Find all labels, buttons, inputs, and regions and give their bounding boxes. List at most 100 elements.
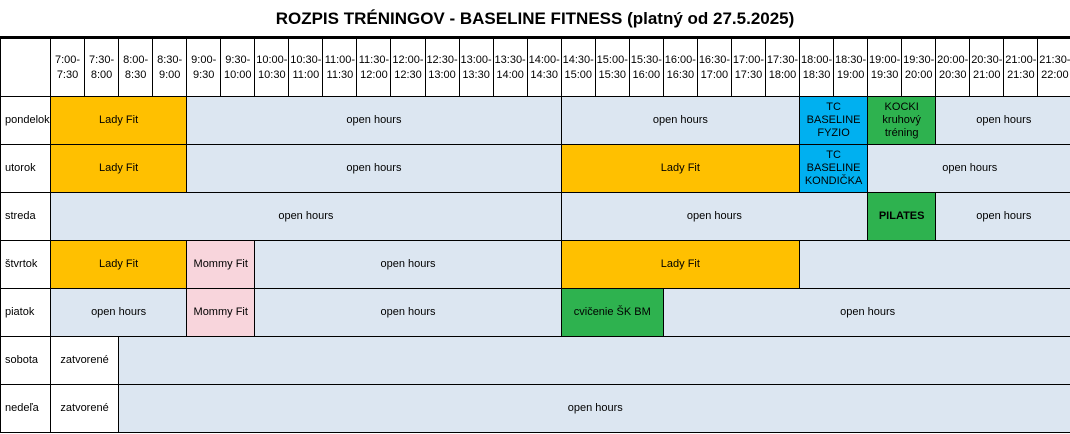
schedule-block: TC BASELINE FYZIO — [799, 96, 869, 145]
time-header-row: 7:00- 7:30 7:30- 8:00 8:00- 8:30 8:30- 9:00 9:00… — [0, 38, 1070, 97]
time-slot-header: 17:30- 18:00 — [764, 38, 801, 97]
time-slot-part: 19:30 — [870, 68, 899, 81]
schedule-block: open hours — [560, 192, 869, 241]
time-slot-part: 16:00 — [632, 68, 661, 81]
time-slot-part: 21:30 — [1007, 68, 1035, 81]
schedule-block: Lady Fit — [560, 240, 801, 289]
day-row: pondelok Lady Fit open hours open hours TC B… — [0, 96, 1070, 145]
time-slot-part: 7:30- — [89, 53, 115, 66]
day-row: streda open hours open hours PILATES open ho… — [0, 192, 1070, 241]
schedule-block: open hours — [254, 240, 562, 289]
time-slot-part: 12:30- — [426, 53, 458, 66]
schedule-block: open hours — [935, 192, 1070, 241]
time-slot-header: 15:30- 16:00 — [628, 38, 664, 97]
day-row: piatok open hours Mommy Fit open hours cviče… — [0, 288, 1070, 337]
schedule-block: open hours — [662, 288, 1070, 337]
time-slot-header: 14:00- 14:30 — [526, 38, 562, 97]
time-slot-header: 20:30- 21:00 — [969, 38, 1005, 97]
time-slot-part: 12:00- — [392, 53, 424, 66]
time-slot-part: 15:00 — [564, 68, 592, 81]
schedule-block: Lady Fit — [49, 96, 188, 145]
time-slot-part: 17:30- — [766, 53, 799, 66]
time-slot-part: 13:00 — [428, 68, 456, 81]
time-slot-part: 22:00 — [1041, 68, 1069, 81]
time-slot-part: 19:00 — [836, 68, 865, 81]
time-slot-part: 14:30- — [562, 53, 594, 66]
day-row: štvrtok Lady Fit Mommy Fit open hours Lady F… — [0, 240, 1070, 289]
time-slot-part: 20:30- — [971, 53, 1003, 66]
schedule-block: open hours — [867, 144, 1070, 193]
day-label: sobota — [0, 336, 51, 385]
time-slot-part: 14:30 — [530, 68, 558, 81]
empty-block — [118, 336, 1070, 385]
time-slot-part: 13:30 — [462, 68, 490, 81]
time-slot-part: 15:00- — [596, 53, 628, 66]
time-slot-part: 16:30- — [698, 53, 731, 66]
time-slot-part: 20:00 — [904, 68, 933, 81]
empty-block — [799, 240, 1070, 289]
time-slot-header: 18:30- 19:00 — [833, 38, 869, 97]
schedule-block: zatvorené — [49, 336, 120, 385]
schedule-block: open hours — [935, 96, 1070, 145]
time-slot-header: 21:30- 22:00 — [1037, 38, 1070, 97]
schedule-block: open hours — [186, 96, 562, 145]
day-row: utorok Lady Fit open hours Lady Fit TC BASEL… — [0, 144, 1070, 193]
time-slot-header: 15:00- 15:30 — [594, 38, 630, 97]
day-label: štvrtok — [0, 240, 51, 289]
time-slot-part: 8:30 — [124, 68, 147, 81]
schedule-block: KOCKI kruhový tréning — [867, 96, 937, 145]
time-slot-header: 17:00- 17:30 — [730, 38, 766, 97]
schedule-block: TC BASELINE KONDIČKA — [799, 144, 869, 193]
time-slot-part: 20:00- — [937, 53, 969, 66]
time-slot-part: 14:00- — [528, 53, 560, 66]
time-slot-part: 9:30 — [193, 68, 215, 81]
day-row: sobota zatvorené — [0, 336, 1070, 385]
time-slot-header: 12:00- 12:30 — [390, 38, 426, 97]
schedule-block: PILATES — [867, 192, 937, 241]
time-slot-part: 16:30 — [666, 68, 695, 81]
day-label: utorok — [0, 144, 51, 193]
schedule-table: 7:00- 7:30 7:30- 8:00 8:00- 8:30 8:30- 9:00 9:00… — [0, 38, 1070, 433]
time-slot-header: 8:30- 9:00 — [152, 38, 188, 97]
schedule-block: zatvorené — [49, 384, 120, 433]
time-slot-part: 12:00 — [360, 68, 388, 81]
time-slot-part: 14:00 — [496, 68, 524, 81]
time-slot-part: 8:00 — [90, 68, 113, 81]
schedule-block: Mommy Fit — [186, 288, 256, 337]
schedule-block: Mommy Fit — [186, 240, 256, 289]
time-slot-header: 13:30- 14:00 — [492, 38, 528, 97]
time-slot-header: 16:30- 17:00 — [696, 38, 732, 97]
time-slot-part: 9:00- — [191, 53, 217, 66]
time-slot-part: 21:00- — [1005, 53, 1037, 66]
time-slot-part: 13:00- — [460, 53, 492, 66]
time-slot-header: 19:00- 19:30 — [867, 38, 903, 97]
time-slot-part: 18:30 — [802, 68, 831, 81]
day-label: piatok — [0, 288, 51, 337]
time-slot-part: 8:00- — [123, 53, 149, 66]
time-slot-part: 17:00- — [732, 53, 765, 66]
time-slot-header: 10:00- 10:30 — [254, 38, 290, 97]
schedule-block: cvičenie ŠK BM — [560, 288, 664, 337]
time-slot-part: 13:30- — [494, 53, 526, 66]
time-slot-part: 12:30 — [394, 68, 422, 81]
time-slot-header: 18:00- 18:30 — [799, 38, 835, 97]
time-slot-header: 12:30- 13:00 — [424, 38, 460, 97]
time-slot-part: 20:30 — [938, 68, 967, 81]
time-slot-part: 19:00- — [869, 53, 901, 66]
time-slot-header: 19:30- 20:00 — [901, 38, 937, 97]
schedule-block: open hours — [186, 144, 562, 193]
time-slot-header: 13:00- 13:30 — [458, 38, 494, 97]
time-slot-part: 11:30 — [326, 68, 354, 81]
schedule-block: Lady Fit — [49, 144, 188, 193]
time-slot-header: 8:00- 8:30 — [118, 38, 154, 97]
schedule-block: Lady Fit — [560, 144, 801, 193]
day-label: pondelok — [0, 96, 51, 145]
time-slot-header: 9:00- 9:30 — [186, 38, 222, 97]
time-slot-header: 21:00- 21:30 — [1003, 38, 1039, 97]
time-slot-header: 14:30- 15:00 — [560, 38, 596, 97]
time-slot-header: 11:30- 12:00 — [356, 38, 392, 97]
page-title: ROZPIS TRÉNINGOV - BASELINE FITNESS (pla… — [0, 0, 1070, 38]
time-slot-part: 10:30- — [290, 53, 322, 66]
time-slot-part: 9:30- — [225, 53, 251, 66]
